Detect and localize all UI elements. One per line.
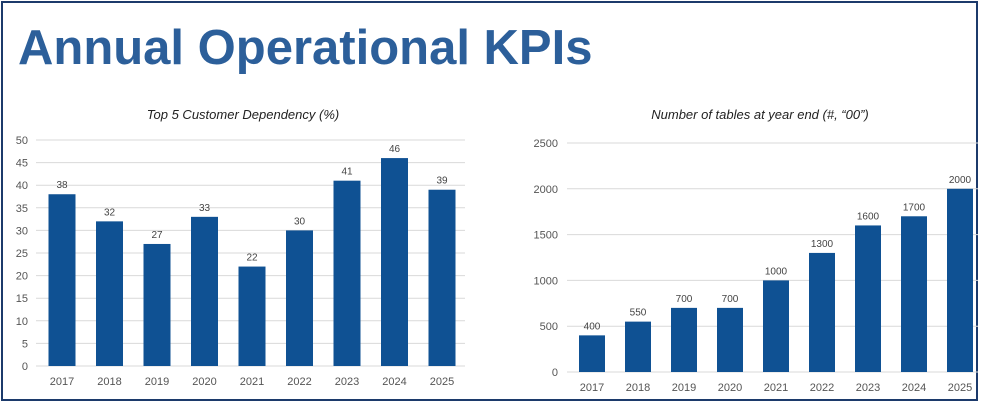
x-tick-label: 2021 xyxy=(764,382,788,394)
slide-frame xyxy=(1,1,978,401)
data-label: 38 xyxy=(56,180,68,191)
data-label: 39 xyxy=(436,176,448,187)
y-tick-label: 10 xyxy=(16,316,28,328)
data-label: 400 xyxy=(584,321,601,332)
x-tick-label: 2019 xyxy=(672,382,696,394)
x-tick-label: 2022 xyxy=(287,376,311,388)
bar xyxy=(286,230,313,366)
bar xyxy=(238,266,266,366)
bar xyxy=(143,243,171,366)
data-label: 32 xyxy=(104,207,116,218)
data-label: 700 xyxy=(722,294,739,305)
x-tick-label: 2023 xyxy=(335,376,359,388)
bar xyxy=(191,216,218,366)
y-tick-label: 45 xyxy=(16,158,28,170)
data-label: 30 xyxy=(294,216,306,227)
y-tick-label: 25 xyxy=(16,248,28,260)
bar xyxy=(809,252,835,372)
y-tick-label: 35 xyxy=(16,203,28,215)
bar xyxy=(428,189,456,366)
bar xyxy=(48,194,76,366)
x-tick-label: 2017 xyxy=(580,382,604,394)
data-label: 46 xyxy=(389,144,401,155)
x-tick-label: 2025 xyxy=(430,376,454,388)
bar xyxy=(717,307,743,372)
customer-dependency-chart: Top 5 Customer Dependency (%)05101520253… xyxy=(16,107,465,388)
data-label: 1600 xyxy=(857,211,880,222)
data-label: 1000 xyxy=(765,266,788,277)
x-tick-label: 2021 xyxy=(240,376,264,388)
y-tick-label: 20 xyxy=(16,271,28,283)
chart-title: Number of tables at year end (#, “00”) xyxy=(651,107,869,122)
data-label: 41 xyxy=(341,167,353,178)
y-tick-label: 5 xyxy=(22,338,28,350)
x-tick-label: 2023 xyxy=(856,382,880,394)
data-label: 550 xyxy=(630,308,647,319)
bar xyxy=(381,158,408,366)
data-label: 1300 xyxy=(811,239,834,250)
y-tick-label: 2000 xyxy=(534,184,558,196)
data-label: 2000 xyxy=(949,175,972,186)
x-tick-label: 2018 xyxy=(97,376,121,388)
bar xyxy=(763,280,789,372)
data-label: 700 xyxy=(676,294,693,305)
bar xyxy=(333,180,361,366)
x-tick-label: 2020 xyxy=(718,382,742,394)
x-tick-label: 2024 xyxy=(902,382,926,394)
bar xyxy=(855,225,881,372)
data-label: 1700 xyxy=(903,202,926,213)
x-tick-label: 2019 xyxy=(145,376,169,388)
x-tick-label: 2020 xyxy=(192,376,216,388)
bar xyxy=(96,221,123,366)
bar xyxy=(671,307,697,372)
x-tick-label: 2018 xyxy=(626,382,650,394)
y-tick-label: 0 xyxy=(22,361,28,373)
page-title: Annual Operational KPIs xyxy=(18,21,593,75)
y-tick-label: 40 xyxy=(16,180,28,192)
y-tick-label: 15 xyxy=(16,293,28,305)
y-tick-label: 30 xyxy=(16,225,28,237)
data-label: 33 xyxy=(199,203,211,214)
x-tick-label: 2022 xyxy=(810,382,834,394)
chart-title: Top 5 Customer Dependency (%) xyxy=(147,107,339,122)
bar xyxy=(901,216,927,372)
y-tick-label: 50 xyxy=(16,135,28,147)
x-tick-label: 2024 xyxy=(382,376,406,388)
bar xyxy=(625,321,651,372)
data-label: 27 xyxy=(151,230,163,241)
data-label: 22 xyxy=(246,253,258,264)
y-tick-label: 0 xyxy=(552,367,558,379)
y-tick-label: 500 xyxy=(540,321,558,333)
y-tick-label: 1500 xyxy=(534,230,558,242)
y-tick-label: 2500 xyxy=(534,138,558,150)
bar xyxy=(947,188,973,372)
y-tick-label: 1000 xyxy=(534,275,558,287)
x-tick-label: 2025 xyxy=(948,382,972,394)
bar xyxy=(579,335,605,372)
x-tick-label: 2017 xyxy=(50,376,74,388)
